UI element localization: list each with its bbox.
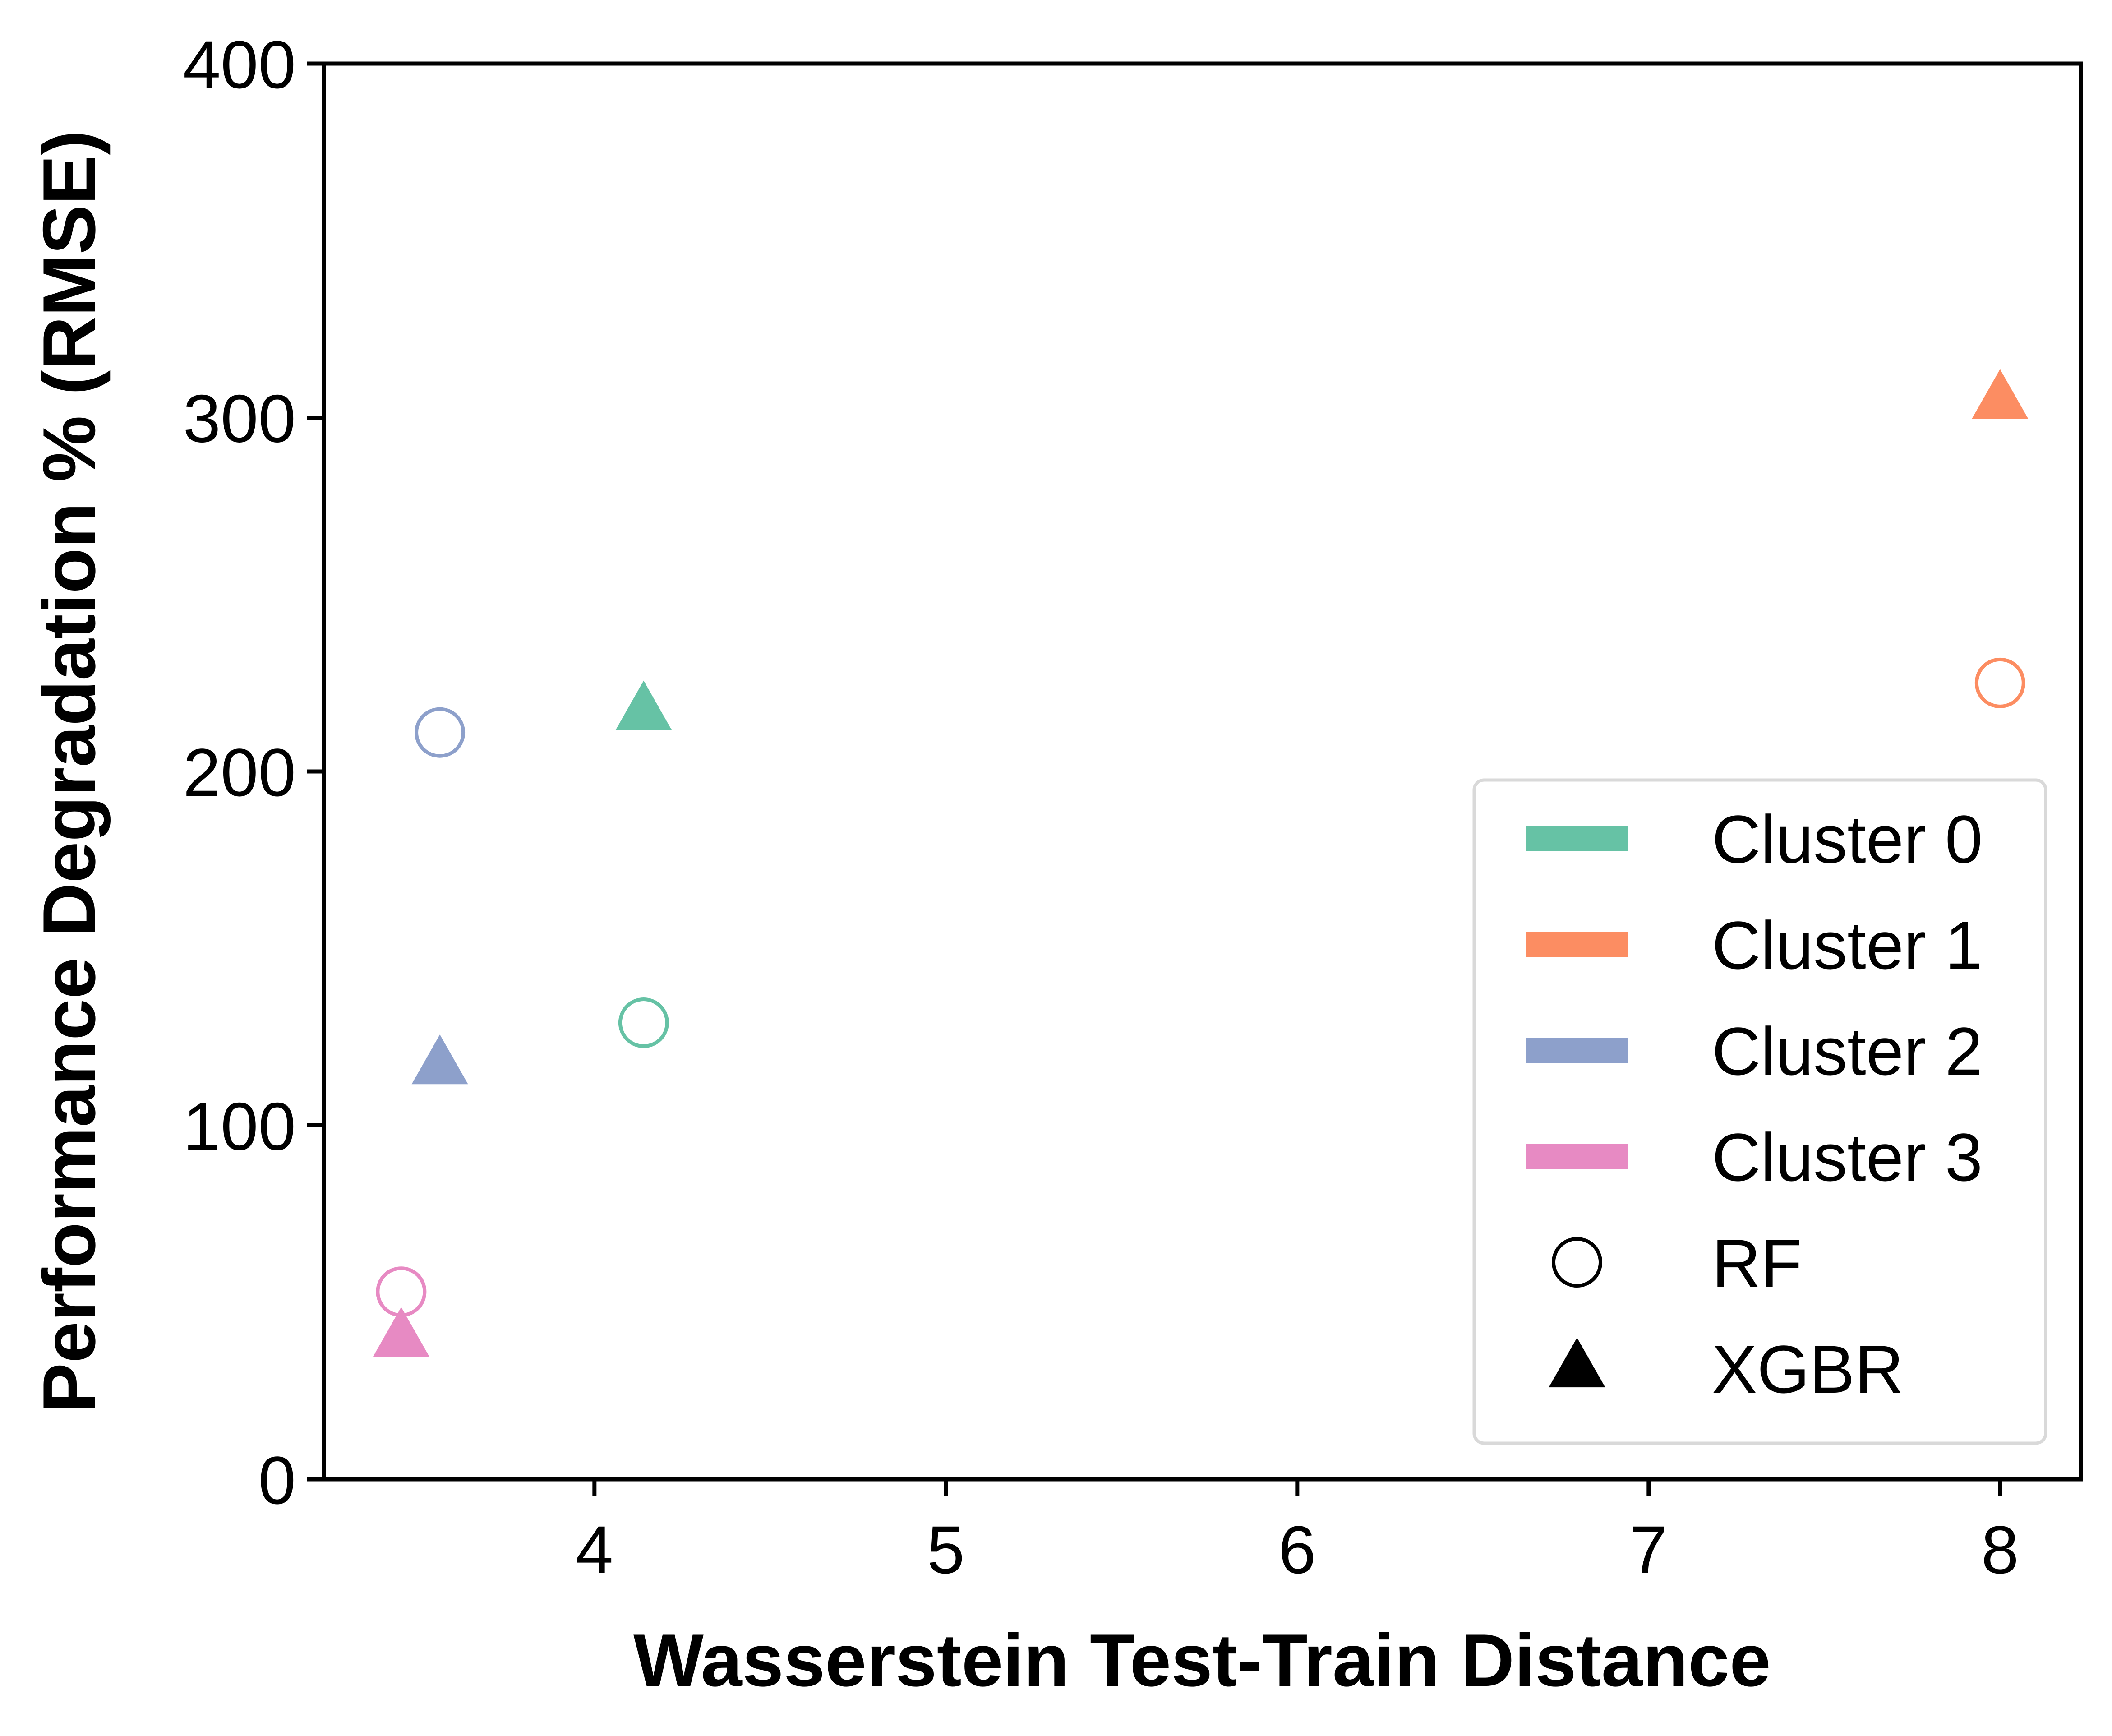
y-tick-label: 300 (183, 381, 296, 457)
legend-label-cluster-1: Cluster 1 (1712, 907, 1983, 983)
axis-ticks: 4 5 6 7 8 0 100 200 300 400 (183, 27, 2019, 1588)
legend-label-rf: RF (1712, 1225, 1802, 1301)
point-cluster-2-rf (415, 707, 466, 758)
legend-swatch-cluster-0 (1526, 826, 1628, 851)
point-cluster-0-rf (618, 997, 669, 1048)
point-cluster-1-rf (1974, 657, 2025, 708)
point-cluster-1-xgbr (1972, 369, 2029, 419)
y-axis-label: Performance Degradation % (RMSE) (28, 130, 111, 1413)
point-cluster-3-xgbr (373, 1307, 429, 1357)
legend-label-cluster-2: Cluster 2 (1712, 1013, 1983, 1089)
legend-label-xgbr: XGBR (1712, 1331, 1904, 1407)
y-tick-label: 100 (183, 1089, 296, 1164)
x-tick-label: 7 (1630, 1512, 1667, 1588)
x-tick-label: 4 (576, 1512, 613, 1588)
x-tick-label: 6 (1278, 1512, 1316, 1588)
legend-label-cluster-3: Cluster 3 (1712, 1119, 1983, 1195)
y-tick-label: 0 (258, 1442, 296, 1518)
x-tick-label: 5 (927, 1512, 964, 1588)
legend-label-cluster-0: Cluster 0 (1712, 801, 1983, 877)
legend-marker-rf (1552, 1237, 1602, 1288)
y-tick-label: 200 (183, 734, 296, 810)
legend-swatch-cluster-2 (1526, 1038, 1628, 1063)
x-axis-label: Wasserstein Test-Train Distance (633, 1619, 1771, 1702)
legend-marker-xgbr (1549, 1338, 1605, 1388)
plot-area-frame (322, 61, 2083, 1482)
x-tick-label: 8 (1981, 1512, 2019, 1588)
legend-swatch-cluster-3 (1526, 1144, 1628, 1169)
legend: Cluster 0 Cluster 1 Cluster 2 Cluster 3 RF XG… (1472, 778, 2047, 1445)
point-cluster-0-xgbr (615, 680, 672, 730)
legend-swatch-cluster-1 (1526, 932, 1628, 957)
point-cluster-2-xgbr (411, 1034, 468, 1085)
data-points (373, 369, 2029, 1357)
y-tick-label: 400 (183, 27, 296, 102)
